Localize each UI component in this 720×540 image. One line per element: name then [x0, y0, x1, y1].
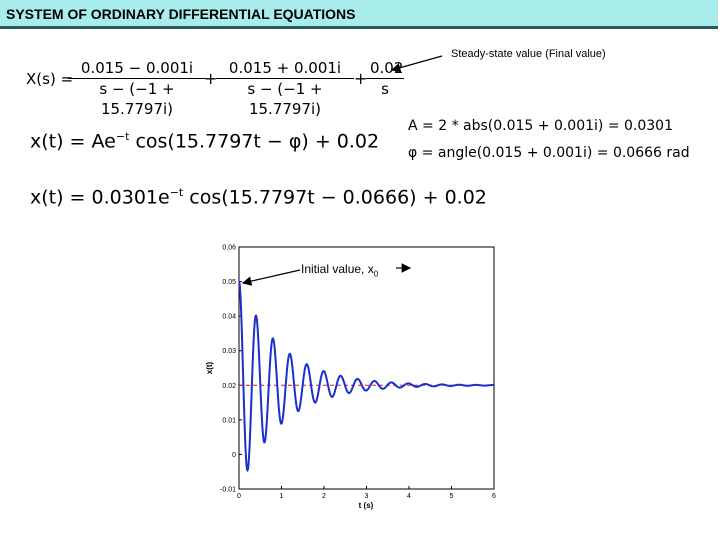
slide-title: SYSTEM OF ORDINARY DIFFERENTIAL EQUATION…: [6, 6, 356, 22]
xt-general-b: cos(15.7797t − φ) + 0.02: [129, 130, 380, 153]
xs-term-1: 0.015 − 0.001i s − (−1 + 15.7797i): [68, 58, 206, 119]
y-tick-label-1: 0: [232, 452, 236, 459]
initial-value-label: Initial value, x0: [301, 262, 378, 278]
x-tick-label-3: 3: [365, 493, 369, 500]
response-curve: [238, 280, 494, 472]
amplitude-eq: A = 2 * abs(0.015 + 0.001i) = 0.0301: [408, 118, 673, 134]
xs-plus-2: +: [354, 69, 368, 88]
xs-term-3-denominator: s: [381, 80, 389, 98]
xs-plus-1: +: [204, 69, 218, 88]
xt-specific-a: x(t) = 0.0301e: [30, 186, 170, 209]
initial-value-text: Initial value, x: [301, 262, 374, 276]
y-tick-label-7: 0.06: [222, 245, 236, 252]
steady-state-arrow: [390, 55, 443, 73]
xt-specific-eq: x(t) = 0.0301e−t cos(15.7797t − 0.0666) …: [30, 186, 487, 208]
initial-value-subscript: 0: [373, 269, 379, 279]
y-tick-label-6: 0.05: [222, 279, 236, 286]
y-tick-label-2: 0.01: [222, 417, 236, 424]
phase-eq: φ = angle(0.015 + 0.001i) = 0.0666 rad: [408, 145, 690, 161]
xs-term-2-numerator: 0.015 + 0.001i: [216, 58, 354, 79]
xs-term-1-numerator: 0.015 − 0.001i: [68, 58, 206, 79]
y-tick-label-0: -0.01: [220, 487, 236, 494]
plot-area: [238, 246, 495, 490]
xs-lhs: X(s) =: [26, 70, 74, 88]
y-tick-label-3: 0.02: [222, 383, 236, 390]
xt-specific-b: cos(15.7797t − 0.0666) + 0.02: [183, 186, 487, 209]
xs-term-2-denominator: s − (−1 + 15.7797i): [247, 80, 323, 118]
xt-general-exp: −t: [115, 130, 130, 143]
x-tick-label-0: 0: [237, 493, 241, 500]
x-tick-label-1: 1: [280, 493, 284, 500]
xt-general-eq: x(t) = Ae−t cos(15.7797t − φ) + 0.02: [30, 130, 379, 152]
initial-value-arrow-left: [241, 269, 301, 286]
x-tick-label-2: 2: [322, 493, 326, 500]
steady-state-label: Steady-state value (Final value): [451, 48, 606, 60]
x-tick-label-5: 5: [450, 493, 454, 500]
xs-term-2: 0.015 + 0.001i s − (−1 + 15.7797i): [216, 58, 354, 119]
y-tick-label-4: 0.03: [222, 348, 236, 355]
y-tick-label-5: 0.04: [222, 314, 236, 321]
xt-general-a: x(t) = Ae: [30, 130, 116, 153]
xt-specific-exp: −t: [169, 186, 184, 199]
title-bar: SYSTEM OF ORDINARY DIFFERENTIAL EQUATION…: [0, 0, 718, 29]
x-tick-label-6: 6: [492, 493, 496, 500]
y-axis-label: x(t): [205, 361, 214, 374]
xs-term-1-denominator: s − (−1 + 15.7797i): [99, 80, 175, 118]
x-tick-label-4: 4: [407, 493, 411, 500]
x-axis-label: t (s): [359, 501, 374, 510]
